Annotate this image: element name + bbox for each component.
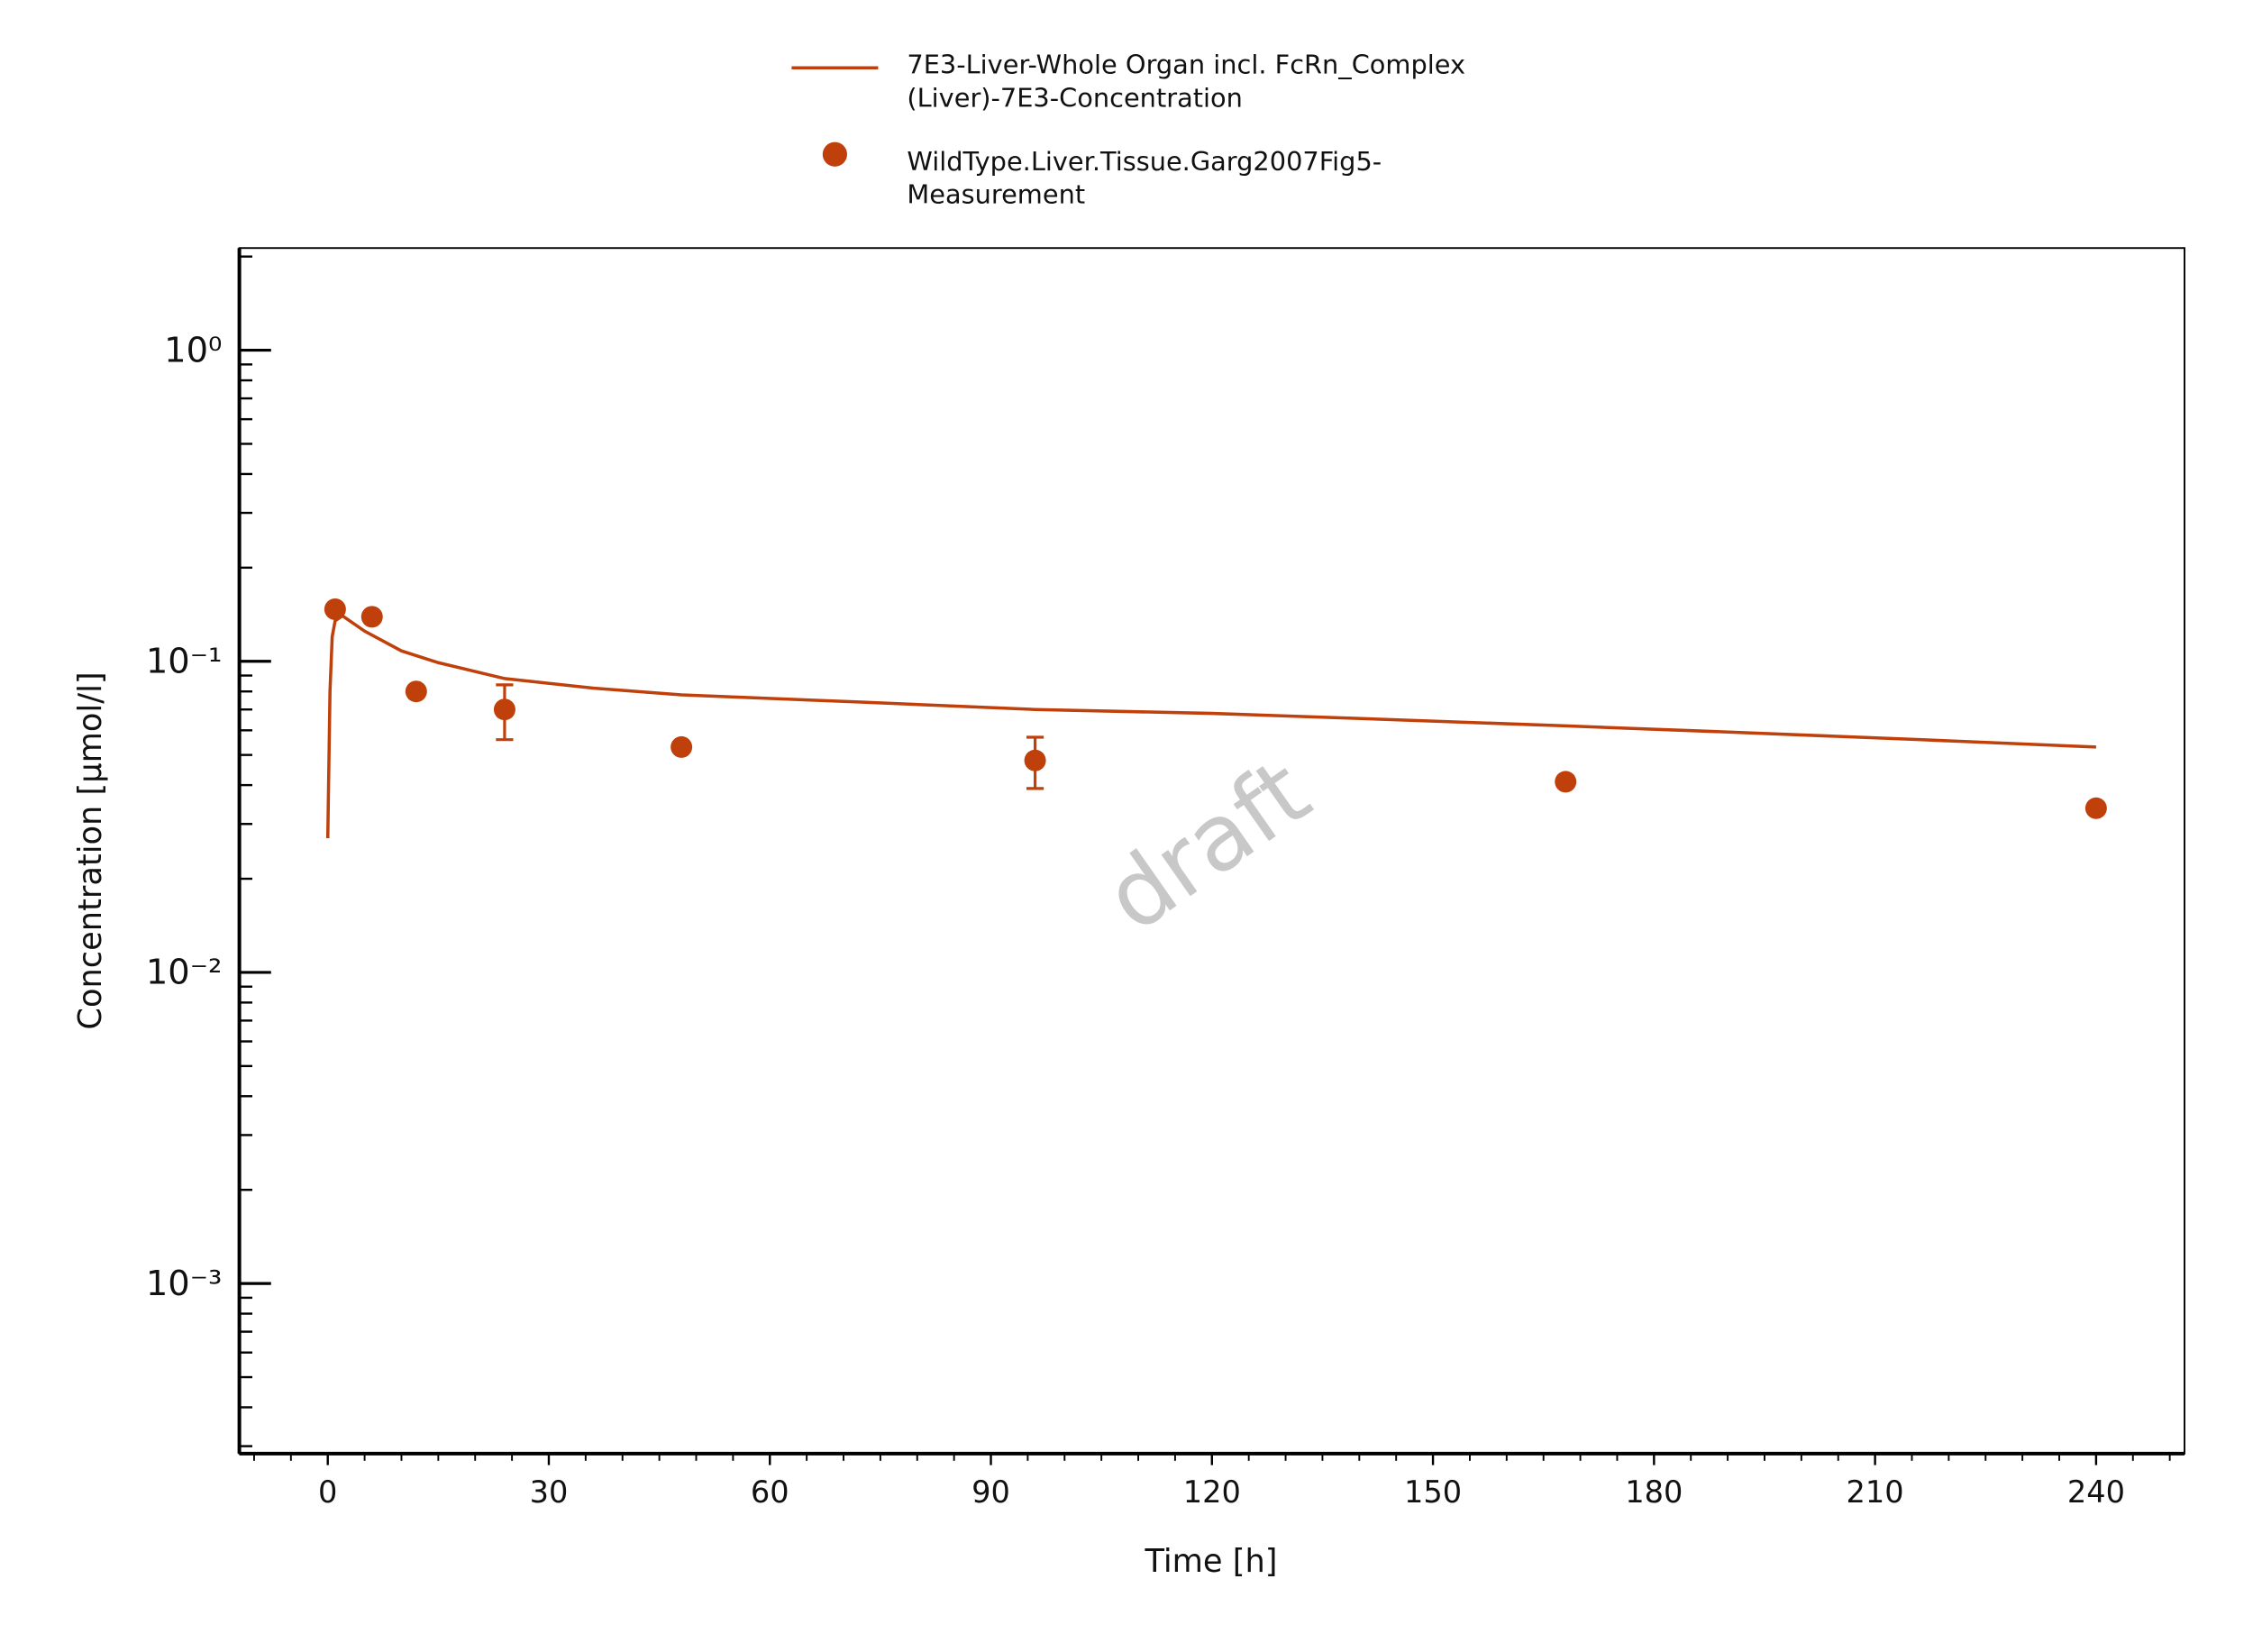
data-point — [670, 735, 693, 758]
data-point — [405, 680, 427, 703]
data-point — [2084, 797, 2107, 819]
x-tick-label: 60 — [751, 1474, 789, 1510]
y-tick-label: 10⁰ — [164, 330, 222, 370]
legend-item: 7E3-Liver-Whole Organ incl. FcRn_Complex… — [907, 50, 1466, 114]
data-point — [1024, 749, 1046, 771]
x-tick-label: 120 — [1183, 1474, 1241, 1510]
x-tick-label: 180 — [1625, 1474, 1683, 1510]
x-tick-label: 90 — [971, 1474, 1010, 1510]
data-point — [324, 598, 346, 620]
x-tick-label: 210 — [1847, 1474, 1904, 1510]
x-tick-label: 240 — [2067, 1474, 2125, 1510]
y-tick-label: 10⁻³ — [146, 1264, 223, 1304]
data-point — [1555, 771, 1577, 793]
data-line — [325, 614, 2096, 839]
x-tick-label: 30 — [530, 1474, 569, 1510]
legend-marker — [822, 141, 847, 167]
y-tick-label: 10⁻² — [146, 953, 223, 993]
x-tick-label: 150 — [1404, 1474, 1462, 1510]
legend-item: WildType.Liver.Tissue.Garg2007Fig5-Measu… — [907, 147, 1382, 211]
y-tick-label: 10⁻¹ — [146, 642, 223, 682]
watermark: draft — [1087, 739, 1328, 954]
legend-label: WildType.Liver.Tissue.Garg2007Fig5-Measu… — [907, 147, 1382, 211]
legend-label: 7E3-Liver-Whole Organ incl. FcRn_Complex… — [907, 50, 1466, 114]
data-point — [360, 606, 383, 628]
x-tick-label: 0 — [318, 1474, 337, 1510]
data-point — [493, 698, 515, 721]
x-axis-label: Time [h] — [1144, 1543, 1277, 1580]
y-axis-label: Concentration [µmol/l] — [72, 671, 109, 1029]
